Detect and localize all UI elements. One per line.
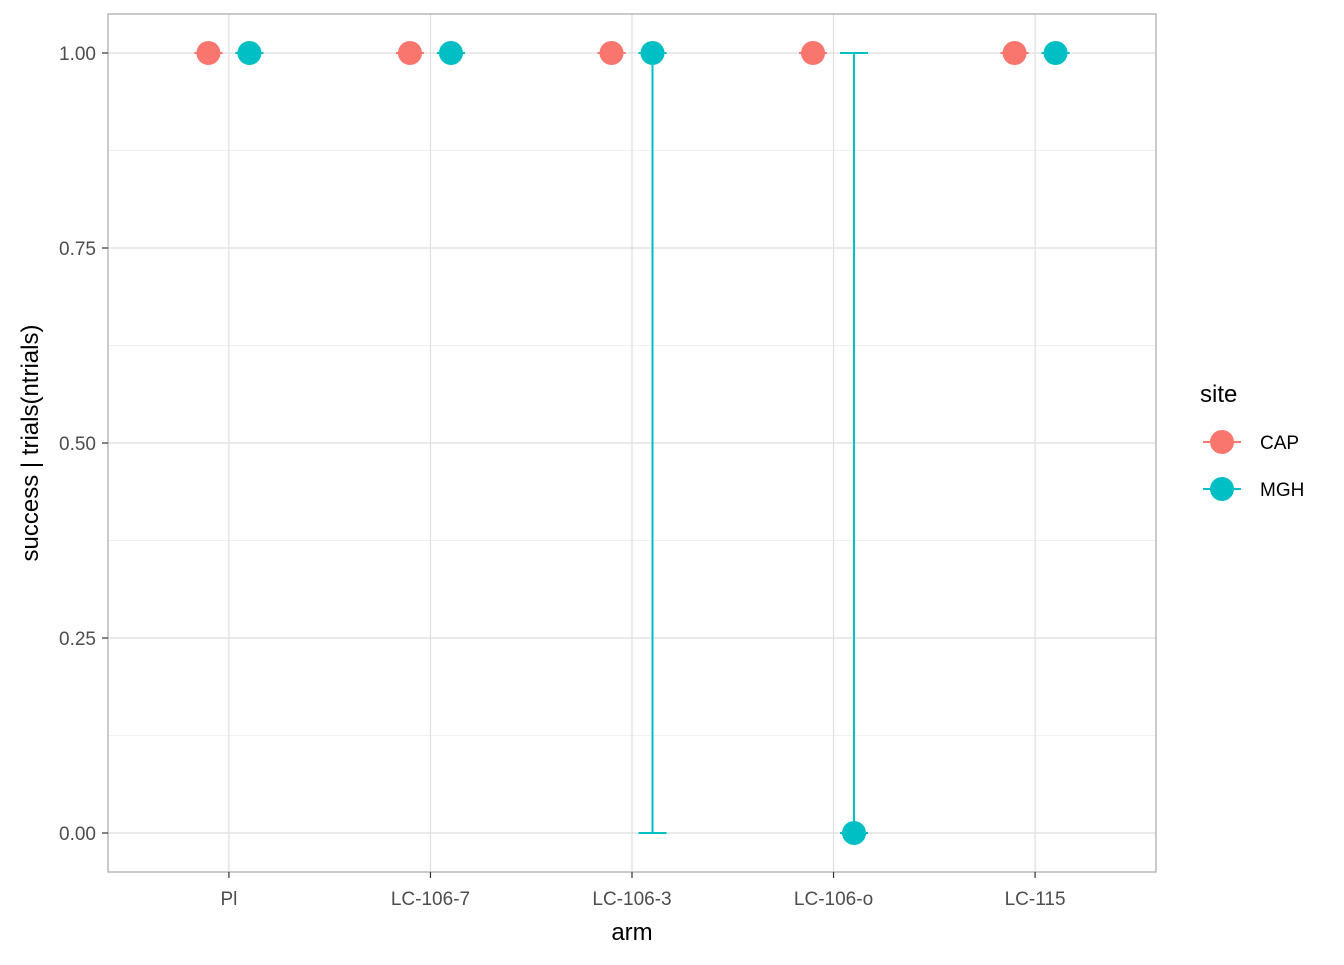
data-point [640,41,665,65]
x-tick-label: LC-106-o [794,889,873,910]
data-point [438,41,463,65]
data-point [237,41,262,65]
y-tick-label: 0.00 [59,824,96,845]
data-point [599,41,624,65]
y-tick-label: 0.50 [59,434,96,455]
data-point [842,821,867,845]
x-tick-label: LC-106-7 [391,889,470,910]
y-tick-label: 0.75 [59,239,96,260]
legend-label: MGH [1260,480,1304,501]
legend-key-point [1210,430,1234,454]
data-layer [194,41,1070,845]
x-axis-title: arm [611,919,652,946]
y-tick-label: 0.25 [59,629,96,650]
legend-key [1203,477,1241,501]
legend-key [1203,430,1241,454]
legend-key-point [1210,477,1234,501]
y-axis-title: success | trials(ntrials) [17,325,44,562]
x-tick-label: Pl [220,889,237,910]
legend-label: CAP [1260,433,1299,454]
data-point [196,41,221,65]
legend-title: site [1200,381,1237,408]
data-point [1002,41,1027,65]
x-tick-label: LC-106-3 [592,889,671,910]
axis-layer: 0.00 0.25 0.50 0.75 1.00 Pl LC-106-7 LC-106-3 LC… [59,44,1066,910]
legend: site CAP MGH [1200,381,1304,501]
data-point [397,41,422,65]
data-point [801,41,826,65]
grid-layer [108,14,1156,872]
data-point [1043,41,1068,65]
y-tick-label: 1.00 [59,44,96,65]
x-tick-label: LC-115 [1005,889,1066,910]
